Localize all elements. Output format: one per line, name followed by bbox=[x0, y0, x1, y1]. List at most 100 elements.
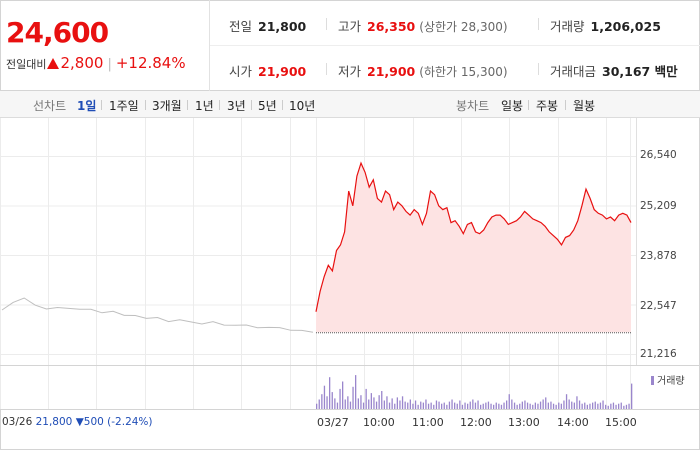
period-5y-button[interactable]: 5년 bbox=[258, 99, 277, 113]
volume-bar bbox=[615, 404, 617, 409]
volume-bar bbox=[578, 400, 581, 409]
volume-bar bbox=[469, 401, 471, 409]
change-separator: | bbox=[107, 57, 112, 72]
volume-bar bbox=[321, 394, 323, 409]
volume-bar bbox=[513, 402, 516, 409]
volume-bar bbox=[480, 404, 482, 409]
volume-bar bbox=[581, 403, 583, 409]
volume-bar bbox=[506, 400, 508, 409]
stat-high: 고가 26,350 (상한가 28,300) bbox=[338, 16, 508, 35]
volume-bar bbox=[357, 398, 359, 409]
period-3m-button[interactable]: 3개월 bbox=[152, 99, 182, 113]
prev-day-change-amount: 500 bbox=[83, 416, 104, 428]
toolbar-separator bbox=[251, 100, 252, 110]
volume-bar bbox=[326, 396, 328, 409]
stat-label: 거래대금 bbox=[550, 64, 597, 79]
volume-bar bbox=[545, 397, 547, 409]
stat-separator bbox=[326, 63, 327, 75]
volume-bar bbox=[342, 381, 344, 409]
volume-bar bbox=[477, 400, 479, 409]
volume-bar bbox=[519, 403, 521, 409]
stat-volume: 거래량 1,206,025 bbox=[550, 16, 661, 35]
volume-bar bbox=[355, 375, 357, 409]
volume-bar bbox=[386, 396, 388, 409]
prev-day-change-percent: (-2.24%) bbox=[107, 416, 153, 428]
x-tick-label: 14:00 bbox=[557, 416, 589, 429]
volume-chart bbox=[0, 365, 700, 410]
line-chart-label: 선차트 bbox=[33, 99, 67, 113]
volume-bar bbox=[448, 401, 451, 409]
candle-daily-button[interactable]: 일봉 bbox=[501, 99, 524, 113]
candle-weekly-button[interactable]: 주봉 bbox=[536, 99, 559, 113]
prev-day-price-line bbox=[1, 297, 314, 333]
volume-bar bbox=[573, 402, 575, 409]
volume-bar bbox=[597, 403, 599, 409]
volume-bar bbox=[482, 403, 484, 409]
volume-bar bbox=[503, 402, 505, 409]
volume-bar bbox=[552, 403, 555, 409]
volume-bars bbox=[316, 375, 633, 409]
volume-bar bbox=[586, 404, 588, 409]
volume-bar bbox=[396, 397, 398, 409]
toolbar-separator bbox=[565, 100, 566, 110]
volume-bar bbox=[550, 401, 552, 409]
x-tick-label: 13:00 bbox=[508, 416, 540, 429]
volume-grid bbox=[0, 365, 700, 410]
period-1y-button[interactable]: 1년 bbox=[195, 99, 214, 113]
volume-bar bbox=[435, 400, 438, 409]
volume-legend-label: 거래량 bbox=[657, 376, 685, 387]
volume-bar bbox=[443, 402, 445, 409]
volume-bar bbox=[441, 403, 443, 409]
stat-low: 저가 21,900 (하한가 15,300) bbox=[338, 61, 508, 80]
period-1d-button[interactable]: 1일 bbox=[77, 99, 97, 113]
volume-bar bbox=[412, 403, 414, 409]
volume-bar bbox=[493, 404, 495, 409]
volume-bar bbox=[331, 392, 333, 409]
volume-bar bbox=[592, 402, 594, 409]
volume-bar bbox=[352, 386, 354, 409]
volume-bar bbox=[454, 402, 456, 409]
volume-bar bbox=[576, 396, 578, 409]
volume-bar bbox=[529, 403, 531, 409]
volume-bar bbox=[607, 405, 609, 409]
price-chart bbox=[0, 118, 637, 365]
volume-bar bbox=[612, 402, 615, 409]
volume-bar bbox=[401, 396, 404, 409]
volume-bar bbox=[560, 403, 562, 409]
volume-legend: 거래량 bbox=[651, 372, 685, 387]
current-price: 24,600 bbox=[6, 16, 109, 49]
volume-bar bbox=[537, 403, 539, 409]
volume-bar bbox=[461, 404, 464, 409]
change-amount: 2,800 bbox=[60, 54, 104, 72]
volume-bar bbox=[487, 401, 490, 409]
volume-bar bbox=[602, 400, 604, 409]
volume-bar bbox=[605, 404, 607, 409]
volume-bar bbox=[542, 399, 544, 409]
prev-day-change: ▼500 (-2.24%) bbox=[75, 416, 153, 428]
toolbar-separator bbox=[145, 100, 146, 110]
toolbar-separator bbox=[187, 100, 188, 110]
volume-bar bbox=[539, 401, 542, 409]
change-percent: +12.84% bbox=[115, 54, 186, 72]
volume-bar bbox=[323, 385, 326, 409]
volume-bar bbox=[625, 404, 628, 409]
today-date-label: 03/27 bbox=[317, 416, 349, 429]
stat-label: 거래량 bbox=[550, 19, 585, 34]
stat-sub: (상한가 28,300) bbox=[419, 20, 508, 34]
volume-bar bbox=[474, 402, 477, 409]
period-1w-button[interactable]: 1주일 bbox=[109, 99, 139, 113]
stat-value: 21,800 bbox=[258, 19, 307, 34]
candle-monthly-button[interactable]: 월봉 bbox=[573, 99, 596, 113]
period-10y-button[interactable]: 10년 bbox=[289, 99, 316, 113]
volume-legend-swatch bbox=[651, 376, 654, 385]
volume-bar bbox=[438, 401, 440, 409]
volume-bar bbox=[498, 403, 500, 409]
change-row: 전일대비 2,800 | +12.84% bbox=[6, 54, 186, 72]
stat-open: 시가 21,900 bbox=[229, 61, 306, 80]
volume-bar bbox=[347, 396, 349, 409]
candle-chart-label: 봉차트 bbox=[456, 99, 490, 113]
period-3y-button[interactable]: 3년 bbox=[227, 99, 246, 113]
y-tick-label: 23,878 bbox=[640, 250, 677, 262]
volume-bar bbox=[409, 399, 411, 409]
volume-bar bbox=[433, 404, 435, 409]
